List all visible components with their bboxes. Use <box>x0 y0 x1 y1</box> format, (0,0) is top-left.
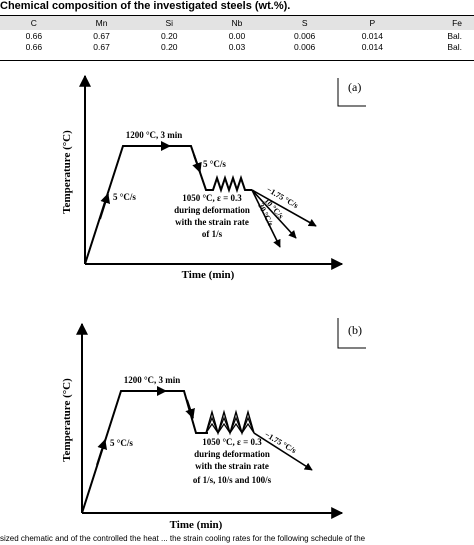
deform-label-a-4: of 1/s <box>202 229 223 239</box>
table-bottom-rule <box>0 60 474 61</box>
cell-c: 0.66 <box>25 41 43 52</box>
cell-fe: Bal. <box>447 41 462 52</box>
cell-si: 0.20 <box>160 30 178 41</box>
cell-c: 0.66 <box>25 30 43 41</box>
panel-label-b: (b) <box>348 323 362 337</box>
cell-mn: 0.67 <box>93 41 110 52</box>
x-axis-label-a: Time (min) <box>182 269 235 281</box>
deform-label-b-3: with the strain rate <box>195 461 269 471</box>
header-mn: Mn <box>95 18 108 28</box>
header-p: P <box>369 18 376 28</box>
cell-mn: 0.67 <box>93 30 110 41</box>
heating-arrow-a <box>99 193 111 220</box>
header-nb: Nb <box>231 18 243 28</box>
deform-label-b-2: during deformation <box>194 449 270 459</box>
table-top-rule <box>0 15 474 16</box>
cell-nb: 0.00 <box>228 30 246 41</box>
deform-label-b-4: of 1/s, 10/s and 100/s <box>193 475 272 485</box>
hold-label-a: 1200 °C, 3 min <box>126 130 183 140</box>
body-text-fragment: sized chematic and of the controlled the… <box>0 534 366 543</box>
quench-arrow-a1 <box>251 189 317 227</box>
deform-zigzag-b3 <box>205 422 255 435</box>
header-si: Si <box>165 18 174 28</box>
quench-arrow-a2 <box>251 189 297 239</box>
header-fe: Fe <box>452 18 462 28</box>
cell-si: 0.20 <box>160 41 178 52</box>
table-row: 0.66 0.67 0.20 0.00 0.006 0.014 Bal. <box>0 30 474 41</box>
table-header-row: C Mn Si Nb S P Fe <box>0 16 474 30</box>
quench-arrow-b1 <box>253 432 313 471</box>
cell-s: 0.006 <box>294 30 316 41</box>
y-axis-label-b: Temperature (°C) <box>61 378 73 462</box>
heat-rate-label-b: 5 °C/s <box>110 438 133 448</box>
panel-bracket-b <box>337 318 366 349</box>
thermal-schedule-b <box>81 390 208 514</box>
panel-bracket-a <box>337 78 366 107</box>
composition-table: C Mn Si Nb S P Fe 0.66 0.67 0.20 0.00 0.… <box>0 16 474 52</box>
quench-arrow-a3 <box>251 189 281 248</box>
deform-label-a-3: with the strain rate <box>175 217 249 227</box>
panel-label-a: (a) <box>348 80 361 94</box>
thermal-schedule-a <box>84 145 252 265</box>
hold-label-b: 1200 °C, 3 min <box>124 375 181 385</box>
x-axis-label-b: Time (min) <box>170 519 223 531</box>
table-caption: Chemical composition of the investigated… <box>0 0 291 12</box>
deform-label-b-1: 1050 °C, ε = 0.3 <box>202 437 262 447</box>
table-row: 0.66 0.67 0.20 0.03 0.006 0.014 Bal. <box>0 41 474 52</box>
cooling-arrow-a <box>192 154 202 173</box>
cool-rate-label-a: 5 °C/s <box>203 159 226 169</box>
deform-label-a-2: during deformation <box>174 205 250 215</box>
cell-p: 0.014 <box>361 30 383 41</box>
header-s: S <box>301 18 308 28</box>
y-axis-label-a: Temperature (°C) <box>61 130 73 214</box>
heating-arrow-b <box>96 439 108 466</box>
cooling-arrow-b <box>185 399 195 419</box>
figure-a: (a) Temperature (°C) Time (min) 1200 °C,… <box>61 74 366 281</box>
heat-rate-label-a: 5 °C/s <box>113 192 136 202</box>
cell-nb: 0.03 <box>228 41 246 52</box>
deform-label-a-1: 1050 °C, ε = 0.3 <box>182 193 242 203</box>
cell-fe: Bal. <box>447 30 462 41</box>
header-c: C <box>30 18 37 28</box>
cell-p: 0.014 <box>361 41 383 52</box>
cell-s: 0.006 <box>294 41 316 52</box>
